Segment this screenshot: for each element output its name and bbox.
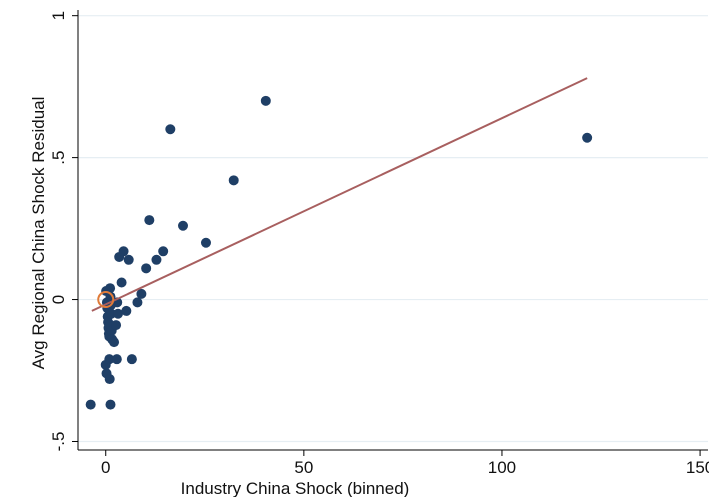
x-ticks: 0 50 100 150	[101, 450, 709, 477]
y-axis-label: Avg Regional China Shock Residual	[29, 97, 48, 370]
data-point	[105, 283, 116, 294]
data-point	[158, 246, 169, 257]
x-tick-label: 100	[488, 458, 516, 477]
gridlines	[78, 15, 708, 443]
fit-line	[91, 77, 588, 312]
data-point	[104, 374, 115, 385]
y-tick-label: 0	[49, 295, 68, 304]
data-point	[123, 254, 134, 265]
data-point	[111, 354, 122, 365]
data-point	[126, 354, 137, 365]
data-point	[144, 215, 155, 226]
data-point	[136, 288, 147, 299]
data-point	[582, 132, 593, 143]
data-point	[178, 220, 188, 231]
x-tick-label: 50	[294, 458, 313, 477]
y-ticks: -.5 0 .5 1	[49, 11, 78, 451]
scatter-points	[85, 95, 593, 410]
data-point	[116, 277, 127, 288]
data-point	[105, 399, 116, 410]
plot-area	[78, 10, 708, 450]
data-point	[165, 124, 176, 135]
data-point	[111, 320, 122, 331]
x-tick-label: 150	[686, 458, 709, 477]
data-point	[200, 237, 211, 248]
data-point	[151, 254, 162, 265]
data-point	[118, 246, 129, 257]
y-tick-label: -.5	[49, 432, 68, 452]
x-tick-label: 0	[101, 458, 110, 477]
data-point	[113, 308, 124, 319]
highlight-point	[97, 291, 115, 309]
data-point	[104, 354, 115, 365]
data-point	[109, 337, 120, 348]
data-point	[121, 305, 132, 316]
data-point	[132, 297, 143, 308]
y-tick-label: .5	[49, 151, 68, 165]
data-point	[85, 399, 96, 410]
x-axis-label: Industry China Shock (binned)	[181, 479, 410, 497]
data-point	[260, 95, 271, 106]
data-point	[228, 175, 239, 186]
data-point	[141, 263, 152, 274]
y-tick-label: 1	[49, 11, 68, 20]
